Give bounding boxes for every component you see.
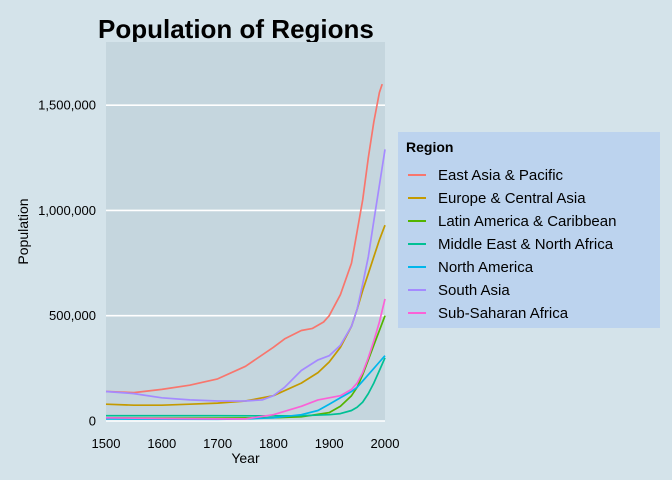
series-lines	[105, 83, 386, 421]
y-tick-label: 500,000	[49, 308, 96, 323]
legend-label: Latin America & Caribbean	[438, 213, 616, 230]
series-line	[105, 224, 386, 407]
legend: Region East Asia & Pacific Europe & Centr…	[398, 132, 660, 328]
y-axis-label: Population	[15, 198, 31, 264]
plot-panel	[106, 42, 385, 421]
series-line	[105, 83, 384, 394]
x-tick-label: 1900	[315, 436, 344, 451]
legend-label: Middle East & North Africa	[438, 236, 614, 253]
series-line	[106, 357, 386, 417]
legend-title: Region	[406, 139, 453, 155]
x-tick-label: 2000	[371, 436, 400, 451]
chart-title: Population of Regions	[98, 14, 374, 44]
series-line	[105, 315, 386, 419]
legend-label: Sub-Saharan Africa	[438, 305, 569, 322]
y-tick-label: 1,000,000	[38, 203, 96, 218]
legend-label: North America	[438, 259, 534, 276]
grid-lines	[106, 104, 385, 422]
legend-items: East Asia & Pacific Europe & Central Asia…	[408, 167, 616, 322]
x-tick-label: 1500	[92, 436, 121, 451]
series-line	[105, 149, 386, 402]
legend-label: South Asia	[438, 282, 510, 299]
y-tick-label: 0	[89, 414, 96, 429]
y-axis-ticks: 0 500,000 1,000,000 1,500,000	[38, 98, 96, 429]
series-line	[105, 298, 386, 420]
x-tick-label: 1600	[147, 436, 176, 451]
x-tick-label: 1800	[259, 436, 288, 451]
legend-label: Europe & Central Asia	[438, 190, 586, 207]
x-tick-label: 1700	[203, 436, 232, 451]
x-axis-label: Year	[231, 450, 260, 466]
x-axis-ticks: 1500 1600 1700 1800 1900 2000	[92, 436, 400, 451]
legend-label: East Asia & Pacific	[438, 167, 564, 184]
y-tick-label: 1,500,000	[38, 98, 96, 113]
legend-box	[398, 132, 660, 328]
